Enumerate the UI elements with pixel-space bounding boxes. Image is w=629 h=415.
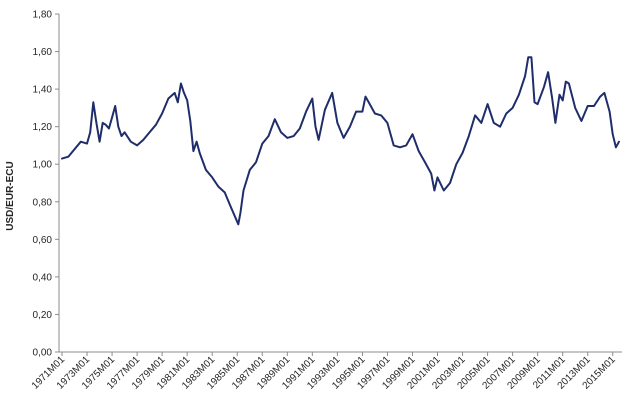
series-line-usd-eur xyxy=(61,56,620,226)
y-tick-label: 0,20 xyxy=(33,310,53,321)
y-axis-label: USD/EUR-ECU xyxy=(5,161,16,230)
y-tick-label: 1,20 xyxy=(33,122,53,133)
y-tick-label: 1,80 xyxy=(33,10,53,21)
x-tick-group: 1971M011973M011975M011977M011979M011981M… xyxy=(30,352,618,392)
y-tick-label: 1,00 xyxy=(33,160,53,171)
y-tick-label: 0,40 xyxy=(33,272,53,283)
y-tick-label: 0,60 xyxy=(33,235,53,246)
y-tick-group: 0,00 0,20 0,40 0,60 0,80 1,00 1,20 1,40 1,60 1,80 xyxy=(33,10,59,359)
y-tick-label: 0,00 xyxy=(33,348,53,359)
y-tick-label: 1,40 xyxy=(33,85,53,96)
y-tick-label: 1,60 xyxy=(33,47,53,58)
y-tick-label: 0,80 xyxy=(33,197,53,208)
